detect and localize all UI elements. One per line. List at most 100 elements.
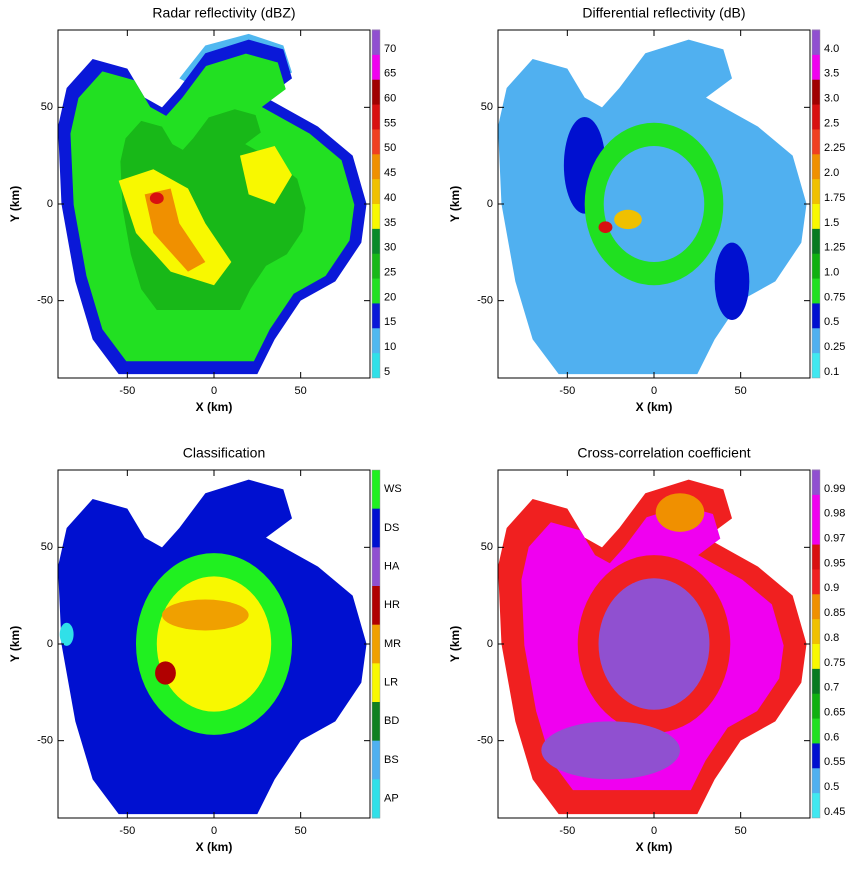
colorbar-label: 5 — [384, 366, 390, 378]
colorbar-swatch — [812, 29, 820, 55]
y-axis-label: Y (km) — [448, 186, 462, 222]
colorbar-swatch — [372, 352, 380, 378]
colorbar-label: 0.75 — [824, 657, 845, 669]
colorbar-label: 0.6 — [824, 731, 839, 743]
colorbar-label: HR — [384, 599, 400, 611]
colorbar-label: DS — [384, 522, 399, 534]
colorbar-label: 3.0 — [824, 92, 839, 104]
echo-region — [541, 721, 681, 780]
y-tick-label: 50 — [481, 541, 493, 553]
colorbar-label: 0.25 — [824, 341, 845, 353]
colorbar-label: 0.5 — [824, 781, 839, 793]
x-tick-label: -50 — [559, 385, 575, 397]
colorbar-swatch — [812, 178, 820, 204]
panel-title: Radar reflectivity (dBZ) — [152, 5, 295, 21]
panel: Radar reflectivity (dBZ) X (km) Y (km) -50 0… — [8, 5, 396, 414]
colorbar-label: LR — [384, 677, 398, 689]
colorbar-label: MR — [384, 638, 401, 650]
colorbar-label: 0.45 — [824, 806, 845, 818]
colorbar-swatch — [372, 624, 380, 664]
colorbar-label: 0.97 — [824, 532, 845, 544]
colorbar-swatch — [372, 702, 380, 742]
colorbar-frame — [811, 469, 821, 819]
y-tick-label: 50 — [41, 101, 53, 113]
colorbar-label: 45 — [384, 167, 396, 179]
colorbar-label: 1.25 — [824, 242, 845, 254]
y-axis-label: Y (km) — [448, 626, 462, 662]
colorbar-swatch — [372, 128, 380, 155]
colorbar-label: 40 — [384, 192, 396, 204]
colorbar-label: 0.95 — [824, 557, 845, 569]
colorbar-label: 0.65 — [824, 706, 845, 718]
echo-region — [155, 661, 176, 685]
colorbar-label: 0.85 — [824, 607, 845, 619]
panel: Differential reflectivity (dB) X (km) Y (k… — [448, 5, 845, 414]
colorbar-label: 1.75 — [824, 192, 845, 204]
x-tick-label: 50 — [295, 825, 307, 837]
colorbar-label: 0.5 — [824, 316, 839, 328]
colorbar-label: 0.98 — [824, 508, 845, 520]
colorbar-label: 3.5 — [824, 68, 839, 80]
colorbar-swatch — [812, 104, 820, 130]
colorbar-label: HA — [384, 561, 400, 573]
y-axis-label: Y (km) — [8, 626, 22, 662]
colorbar-swatch — [812, 469, 820, 495]
colorbar-swatch — [812, 718, 820, 744]
x-tick-label: 0 — [211, 825, 217, 837]
colorbar-label: 0.55 — [824, 756, 845, 768]
colorbar-swatch — [812, 668, 820, 694]
colorbar-label: 55 — [384, 117, 396, 129]
colorbar-swatch — [372, 253, 380, 279]
colorbar-swatch — [812, 767, 820, 794]
colorbar-label: 30 — [384, 242, 396, 254]
y-tick-label: 0 — [487, 638, 493, 650]
colorbar-swatch — [372, 54, 380, 80]
colorbar-label: 4.0 — [824, 43, 839, 55]
colorbar-swatch — [372, 228, 380, 254]
echo-region — [149, 192, 164, 204]
y-tick-label: 0 — [487, 198, 493, 210]
colorbar-label: 1.0 — [824, 266, 839, 278]
colorbar-label: 25 — [384, 266, 396, 278]
colorbar-frame — [371, 29, 381, 379]
colorbar-label: 2.25 — [824, 142, 845, 154]
echo-region — [598, 578, 710, 710]
x-tick-label: 50 — [735, 385, 747, 397]
colorbar-swatch — [812, 544, 820, 570]
colorbar-swatch — [812, 327, 820, 354]
panel-title: Differential reflectivity (dB) — [582, 5, 745, 21]
colorbar-swatch — [372, 470, 380, 510]
colorbar-label: 65 — [384, 68, 396, 80]
y-tick-label: -50 — [37, 295, 53, 307]
colorbar-swatch — [812, 792, 820, 818]
colorbar-label: 0.99 — [824, 483, 845, 495]
colorbar-label: 10 — [384, 341, 396, 353]
y-tick-label: 0 — [47, 638, 53, 650]
colorbar-swatch — [812, 568, 820, 595]
colorbar-swatch — [372, 153, 380, 180]
colorbar-swatch — [812, 302, 820, 329]
colorbar-label: 60 — [384, 92, 396, 104]
colorbar-swatch — [372, 327, 380, 354]
echo-region — [240, 146, 292, 204]
colorbar-swatch — [372, 203, 380, 229]
y-tick-label: 0 — [47, 198, 53, 210]
y-tick-label: -50 — [37, 735, 53, 747]
echo-region — [156, 576, 272, 712]
colorbar-swatch — [372, 547, 380, 587]
x-tick-label: -50 — [119, 385, 135, 397]
echo-region — [144, 188, 206, 272]
colorbar-swatch — [812, 643, 820, 669]
colorbar-label: 0.75 — [824, 291, 845, 303]
colorbar-swatch — [372, 779, 380, 819]
colorbar-label: 70 — [384, 43, 396, 55]
panel-title: Classification — [183, 445, 265, 461]
colorbar-swatch — [372, 508, 380, 548]
colorbar-swatch — [812, 693, 820, 719]
colorbar-label: BS — [384, 754, 399, 766]
colorbar-swatch — [812, 79, 820, 105]
echo-region — [603, 146, 705, 262]
colorbar-label: BD — [384, 715, 399, 727]
x-tick-label: -50 — [559, 825, 575, 837]
